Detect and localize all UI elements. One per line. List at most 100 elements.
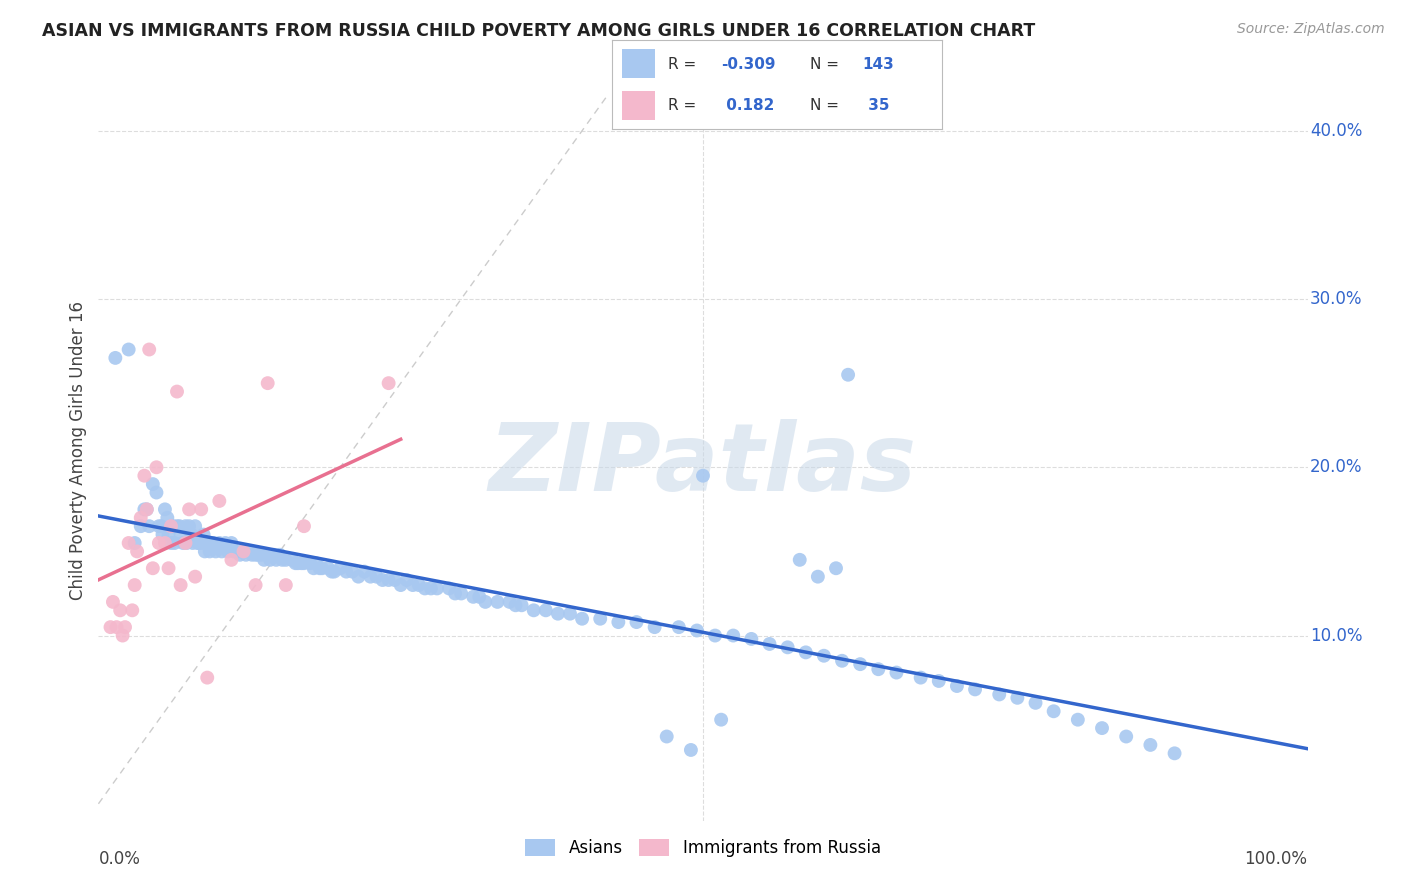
Point [163, 536, 186, 550]
Point [571, 612, 593, 626]
Text: N =: N = [810, 98, 844, 112]
Point [321, 565, 343, 579]
Point [162, 519, 184, 533]
Point [807, 569, 830, 583]
Point [169, 519, 191, 533]
Point [292, 519, 315, 533]
Point [534, 603, 557, 617]
Text: 35: 35 [863, 98, 889, 112]
Point [287, 556, 309, 570]
Point [450, 586, 472, 600]
Point [100, 620, 122, 634]
Point [589, 612, 612, 626]
Point [389, 578, 412, 592]
Point [965, 682, 987, 697]
Point [468, 590, 491, 604]
Point [377, 573, 399, 587]
Point [626, 615, 648, 629]
Point [329, 561, 352, 575]
Point [849, 657, 872, 672]
Point [172, 536, 194, 550]
Text: 10.0%: 10.0% [1310, 626, 1362, 645]
Point [342, 565, 364, 579]
Text: N =: N = [810, 57, 844, 71]
Point [153, 502, 176, 516]
Point [794, 645, 817, 659]
Point [138, 519, 160, 533]
Point [305, 556, 328, 570]
Bar [621, 91, 655, 120]
Point [644, 620, 666, 634]
Point [150, 519, 173, 533]
Point [245, 548, 267, 562]
Point [169, 578, 191, 592]
Point [184, 519, 207, 533]
Point [299, 556, 322, 570]
Point [180, 527, 202, 541]
Point [174, 519, 197, 533]
Point [269, 548, 291, 562]
Point [134, 502, 156, 516]
Point [486, 595, 509, 609]
Text: 0.182: 0.182 [721, 98, 775, 112]
Point [152, 527, 174, 541]
Point [316, 561, 339, 575]
Point [157, 527, 180, 541]
Point [221, 536, 243, 550]
Point [232, 544, 254, 558]
Point [837, 368, 859, 382]
Text: 20.0%: 20.0% [1310, 458, 1362, 476]
Point [176, 536, 198, 550]
Point [284, 556, 307, 570]
Point [190, 536, 212, 550]
Point [114, 620, 136, 634]
Text: 30.0%: 30.0% [1310, 290, 1362, 308]
Point [928, 673, 950, 688]
Point [145, 460, 167, 475]
Point [195, 671, 218, 685]
Text: ZIPatlas: ZIPatlas [489, 419, 917, 511]
Point [723, 628, 745, 642]
Point [444, 586, 467, 600]
Point [104, 351, 127, 365]
Text: -0.309: -0.309 [721, 57, 775, 71]
Point [668, 620, 690, 634]
Point [134, 468, 156, 483]
Point [166, 519, 188, 533]
Point [166, 384, 188, 399]
Point [198, 544, 221, 558]
Point [437, 582, 460, 596]
Point [789, 553, 811, 567]
Point [256, 376, 278, 391]
Point [202, 536, 225, 550]
Point [498, 595, 520, 609]
Point [264, 553, 287, 567]
Point [245, 578, 267, 592]
Point [181, 536, 204, 550]
Point [323, 565, 346, 579]
Point [1091, 721, 1114, 735]
Point [169, 527, 191, 541]
Point [271, 553, 294, 567]
Point [413, 582, 436, 596]
Point [384, 573, 406, 587]
Point [153, 536, 176, 550]
Point [946, 679, 969, 693]
Point [290, 556, 312, 570]
Point [259, 553, 281, 567]
Point [256, 548, 278, 562]
Point [195, 536, 218, 550]
Point [156, 510, 179, 524]
Point [179, 502, 201, 516]
Point [240, 548, 263, 562]
Point [740, 632, 762, 646]
Point [226, 544, 249, 558]
Text: 0.0%: 0.0% [98, 850, 141, 868]
Point [138, 343, 160, 357]
Point [179, 519, 201, 533]
Point [129, 519, 152, 533]
Point [308, 561, 330, 575]
Point [187, 536, 209, 550]
Point [825, 561, 848, 575]
Point [148, 519, 170, 533]
